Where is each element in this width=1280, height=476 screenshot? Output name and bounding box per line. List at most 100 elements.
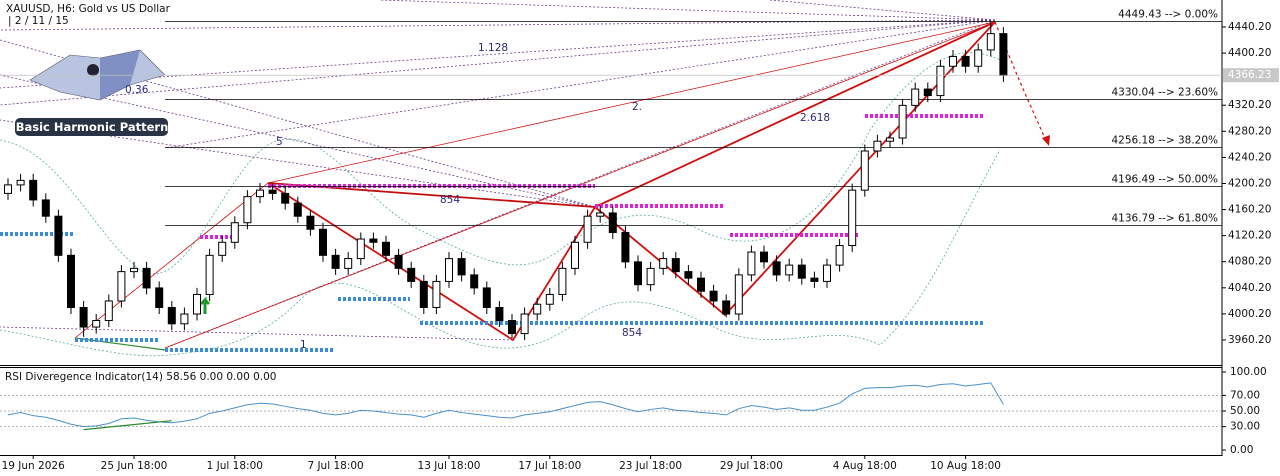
candle-body: [848, 189, 857, 247]
candle-body: [911, 88, 920, 106]
y-tick-label: 4160.20: [1228, 204, 1271, 216]
candle-body: [961, 55, 970, 67]
candle-body: [722, 300, 731, 315]
candle-body: [319, 228, 327, 256]
candle-body: [205, 254, 214, 295]
fib-label: 4330.04 --> 23.60%: [1111, 87, 1218, 99]
annotation: 1: [300, 339, 307, 351]
candle-body: [760, 251, 768, 263]
x-tick-label: 19 Jun 2026: [2, 460, 65, 472]
x-tick-label: 13 Jul 18:00: [418, 460, 481, 472]
y-tick-label: 4200.20: [1228, 177, 1271, 189]
candle-body: [697, 277, 705, 292]
candle-body: [634, 261, 642, 286]
y-tick-label: 4000.20: [1228, 308, 1271, 320]
x-tick-label: 17 Jul 18:00: [518, 460, 581, 472]
candle-body: [974, 49, 983, 67]
candle-body: [898, 104, 907, 139]
candle-body: [256, 189, 264, 198]
y-tick-label: 4280.20: [1228, 125, 1271, 137]
candle-body: [41, 199, 50, 217]
plot-area: [0, 21, 1222, 341]
x-tick-label: 7 Jul 18:00: [307, 460, 363, 472]
candle-body: [986, 33, 995, 51]
candle-body: [823, 264, 831, 282]
candle-body: [545, 293, 554, 305]
candle-body: [596, 212, 605, 217]
candle-body: [382, 241, 390, 256]
chart-subtitle: | 2 / 11 / 15: [8, 15, 69, 27]
y-tick-label: 4120.20: [1228, 230, 1271, 242]
candle-body: [67, 254, 75, 308]
candle-body: [445, 258, 453, 282]
candle-body: [293, 202, 302, 217]
candle-body: [860, 150, 869, 191]
candle-body: [369, 238, 378, 243]
y-tick-label: 4080.20: [1228, 256, 1271, 268]
y-tick-label: 0.00: [1230, 444, 1253, 456]
y-tick-label: 50.00: [1230, 405, 1260, 417]
annotation: 5: [276, 136, 283, 148]
y-tick-label: 100.00: [1230, 366, 1267, 378]
candle-body: [29, 179, 38, 201]
annotation: 2.: [632, 101, 642, 113]
last-price-box: [1223, 68, 1279, 83]
candle-body: [533, 303, 542, 315]
candle-body: [92, 320, 101, 328]
fib-label: 4196.49 --> 50.00%: [1111, 174, 1218, 186]
candle-body: [949, 55, 957, 67]
candle-body: [419, 280, 428, 308]
fib-label: 4256.18 --> 38.20%: [1111, 135, 1218, 147]
candle-body: [772, 261, 781, 276]
y-tick-label: 4320.20: [1228, 99, 1271, 111]
annotation: 854: [622, 327, 642, 339]
x-tick-label: 23 Jul 18:00: [619, 460, 682, 472]
candle-body: [470, 274, 479, 289]
annotation: 2.618: [800, 112, 830, 124]
candle-body: [407, 267, 416, 282]
y-tick-label: 3960.20: [1228, 334, 1271, 346]
candle-body: [621, 232, 630, 263]
chart-title: XAUUSD, H6: Gold vs US Dollar: [6, 3, 171, 15]
candle-body: [797, 264, 806, 279]
candle-body: [180, 313, 189, 325]
candle-body: [747, 251, 756, 276]
candle-body: [79, 306, 88, 328]
candle-body: [16, 179, 25, 186]
x-tick-label: 29 Jul 18:00: [720, 460, 783, 472]
candle-body: [167, 306, 176, 325]
candle-body: [432, 280, 441, 308]
candle-body: [936, 65, 945, 97]
divergence-line: [83, 420, 172, 431]
candle-body: [671, 258, 680, 273]
last-price-label: 4366.23: [1228, 69, 1271, 81]
fib-label: 4449.43 --> 0.00%: [1118, 9, 1218, 21]
candle-body: [268, 189, 277, 194]
candle-body: [482, 287, 491, 308]
candle-body: [734, 274, 743, 315]
candle-body: [886, 137, 894, 142]
candle-body: [243, 196, 252, 224]
candle-body: [356, 238, 365, 260]
candle-body: [785, 264, 794, 276]
candle-body: [394, 254, 403, 269]
bands: [0, 52, 1001, 357]
rsi-line: [7, 382, 1004, 428]
y-tick-label: 70.00: [1230, 389, 1260, 401]
candle-body: [344, 258, 353, 269]
y-tick-label: 4240.20: [1228, 151, 1271, 163]
candle-body: [810, 277, 819, 282]
logo-text: Basic Harmonic Pattern: [16, 120, 169, 134]
x-tick-label: 4 Aug 18:00: [833, 460, 897, 472]
candle-body: [306, 215, 315, 230]
y-tick-label: 30.00: [1230, 421, 1260, 433]
y-tick-label: 4400.20: [1228, 47, 1271, 59]
candle-body: [659, 258, 668, 269]
indicator-title: RSI Diveregence Indicator(14) 58.56 0.00…: [5, 371, 276, 383]
candle-body: [923, 88, 932, 97]
pattern: [0, 21, 1050, 352]
candle-body: [142, 267, 151, 289]
candle-body: [495, 306, 504, 322]
